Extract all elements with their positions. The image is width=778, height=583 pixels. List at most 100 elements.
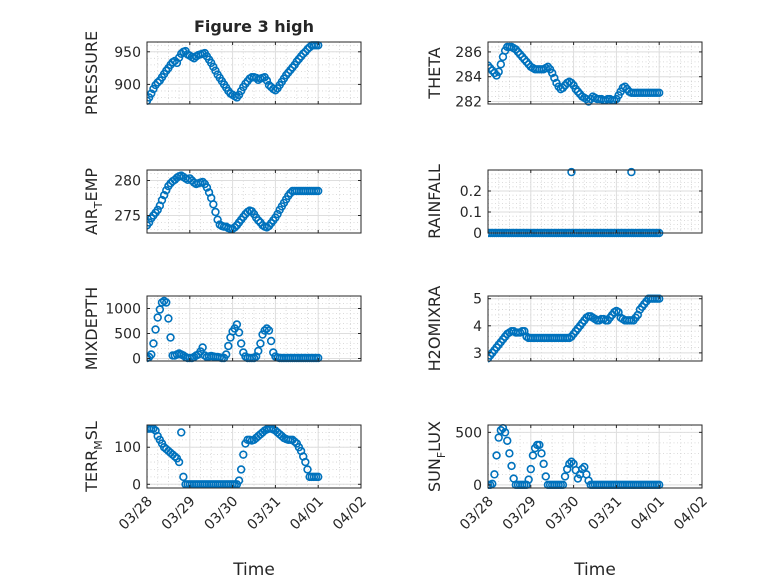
x-tick-label: 03/28	[116, 494, 156, 534]
y-tick-label: 4	[473, 319, 482, 335]
data-series	[147, 296, 323, 363]
x-tick-label: 03/30	[202, 494, 242, 534]
data-point	[528, 451, 538, 460]
y-axis-label: PRESSURE	[82, 31, 101, 115]
data-point	[573, 474, 583, 483]
data-point	[535, 440, 544, 450]
data-point	[262, 76, 272, 85]
y-axis-label: H2OMIXRA	[425, 286, 444, 372]
data-point	[153, 313, 162, 322]
y-axis-label: RAINFALL	[425, 164, 444, 239]
data-point	[256, 339, 265, 348]
data-point	[503, 436, 512, 445]
data-point	[550, 73, 559, 83]
data-point	[273, 209, 282, 219]
data-series	[147, 424, 323, 489]
axes-box	[146, 41, 362, 105]
data-point	[264, 326, 274, 335]
data-point	[547, 68, 557, 78]
ticks	[487, 296, 703, 361]
data-point	[266, 336, 276, 346]
x-tick-label: 03/30	[543, 494, 583, 534]
data-point	[209, 200, 218, 209]
data-point	[654, 294, 664, 303]
x-tick-label: 04/02	[671, 494, 711, 534]
data-point	[230, 223, 239, 232]
data-point	[567, 457, 576, 466]
data-point	[239, 450, 248, 459]
data-point	[177, 428, 186, 437]
data-point	[166, 333, 175, 342]
data-point	[537, 449, 546, 458]
y-tick-label: 0	[132, 352, 141, 368]
data-point	[567, 167, 576, 177]
axes-box	[487, 41, 703, 105]
y-tick-label: 0.1	[460, 205, 482, 221]
x-axis-label: Time	[232, 560, 275, 580]
data-point	[507, 461, 516, 471]
y-tick-label: 500	[114, 327, 141, 343]
data-point	[159, 191, 169, 200]
x-tick-label: 04/01	[287, 494, 327, 534]
data-point	[254, 346, 263, 356]
data-point	[162, 186, 171, 195]
data-point	[290, 437, 299, 446]
data-point	[157, 195, 167, 205]
data-point	[654, 88, 664, 98]
data-point	[202, 183, 212, 192]
y-tick-label: 284	[455, 70, 482, 86]
y-tick-label: 286	[455, 45, 482, 61]
x-tick-label: 03/29	[159, 494, 199, 534]
ticks	[146, 425, 362, 488]
data-point	[254, 216, 263, 225]
data-point	[490, 470, 499, 479]
data-point	[236, 339, 246, 348]
y-tick-label: 3	[473, 346, 482, 362]
y-tick-label: 282	[455, 95, 482, 111]
data-point	[271, 86, 280, 95]
data-point	[260, 326, 269, 335]
data-point	[299, 49, 308, 58]
data-point	[577, 464, 587, 474]
y-tick-label: 100	[114, 440, 141, 456]
data-point	[164, 314, 173, 323]
data-point	[147, 89, 156, 98]
y-tick-label: 5	[473, 292, 482, 308]
y-axis-label: SUNFLUX	[425, 421, 448, 492]
data-series	[147, 171, 323, 234]
data-point	[627, 167, 636, 177]
data-series	[488, 294, 664, 363]
data-point	[170, 452, 180, 461]
ticks	[146, 42, 362, 104]
ticks	[487, 42, 703, 104]
x-tick-label: 04/02	[330, 494, 370, 534]
data-point	[224, 341, 233, 351]
y-tick-label: 0	[473, 478, 482, 494]
data-point	[524, 475, 533, 484]
data-point	[198, 177, 207, 187]
data-point	[496, 60, 506, 69]
subplot-theta: 282 284 286 THETA	[425, 41, 703, 111]
data-point	[492, 451, 501, 460]
data-point	[174, 457, 184, 467]
axes-box	[487, 169, 703, 234]
x-tick-label: 04/01	[628, 494, 668, 534]
y-tick-label: 950	[114, 45, 141, 61]
y-tick-label: 0	[132, 477, 141, 493]
x-tick-label: 03/29	[500, 494, 540, 534]
data-point	[211, 207, 220, 217]
data-point	[234, 328, 244, 337]
chart-title: Figure 3 high	[194, 17, 314, 36]
ticks	[487, 425, 703, 488]
ticks	[146, 296, 362, 361]
data-point	[198, 343, 207, 352]
data-point	[314, 472, 323, 482]
y-tick-label: 275	[114, 209, 141, 225]
axes-box	[487, 424, 703, 489]
data-point	[179, 472, 188, 482]
data-point	[496, 426, 506, 435]
x-axis-label: Time	[573, 560, 616, 580]
y-tick-label: 1000	[105, 302, 141, 318]
data-point	[303, 465, 312, 474]
